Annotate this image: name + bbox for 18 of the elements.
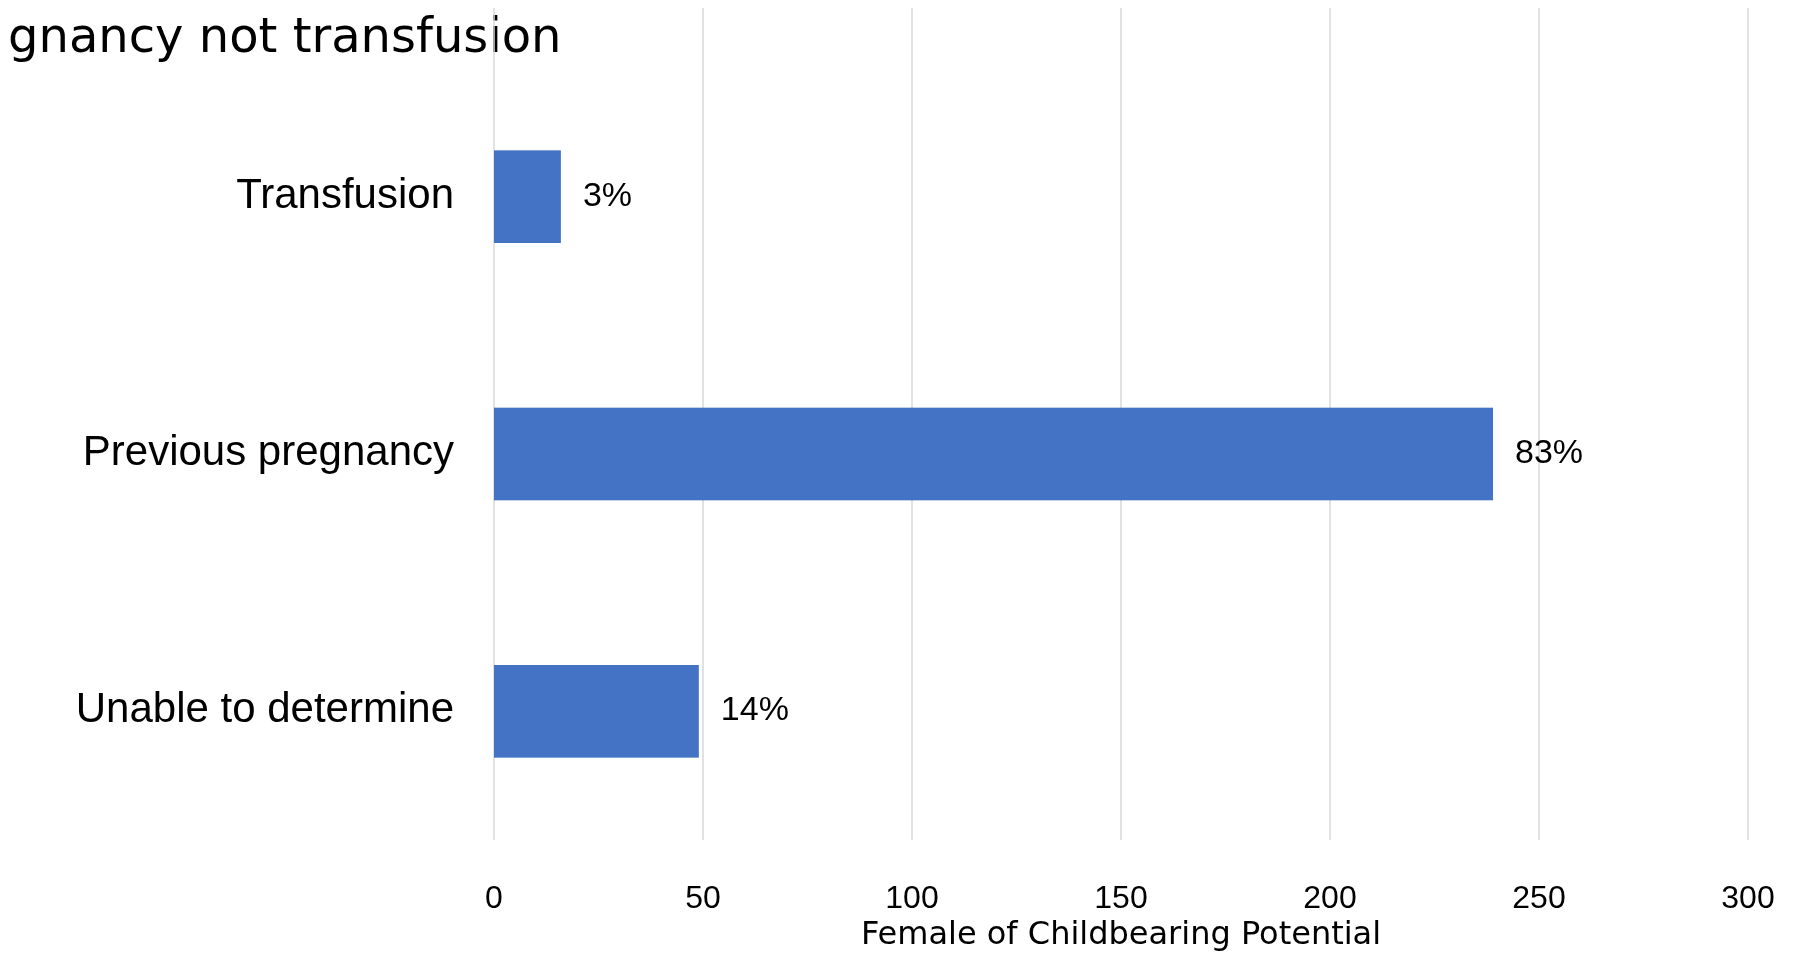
- annotation: 3%: [582, 174, 633, 213]
- y-tick-label: Unable to determine: [75, 684, 454, 732]
- x-tick-label: 150: [1094, 879, 1148, 915]
- annotation: 14%: [720, 689, 789, 728]
- bar: [494, 150, 561, 243]
- bar: [494, 407, 1494, 501]
- y-tick-label: Transfusion: [236, 169, 454, 217]
- x-tick-label: 50: [685, 879, 721, 915]
- x-tick-label: 300: [1721, 879, 1775, 915]
- x-tick-label: 100: [885, 879, 939, 915]
- bar: [494, 665, 699, 758]
- y-tick-label: Previous pregnancy: [82, 427, 454, 475]
- x-tick-label: 200: [1303, 879, 1357, 915]
- chart-title: gnancy not transfusion: [8, 7, 562, 63]
- annotation: 83%: [1515, 431, 1584, 470]
- x-axis-title: Female of Childbearing Potential: [860, 914, 1382, 952]
- x-tick-label: 250: [1512, 879, 1566, 915]
- x-tick-label: 0: [485, 879, 503, 915]
